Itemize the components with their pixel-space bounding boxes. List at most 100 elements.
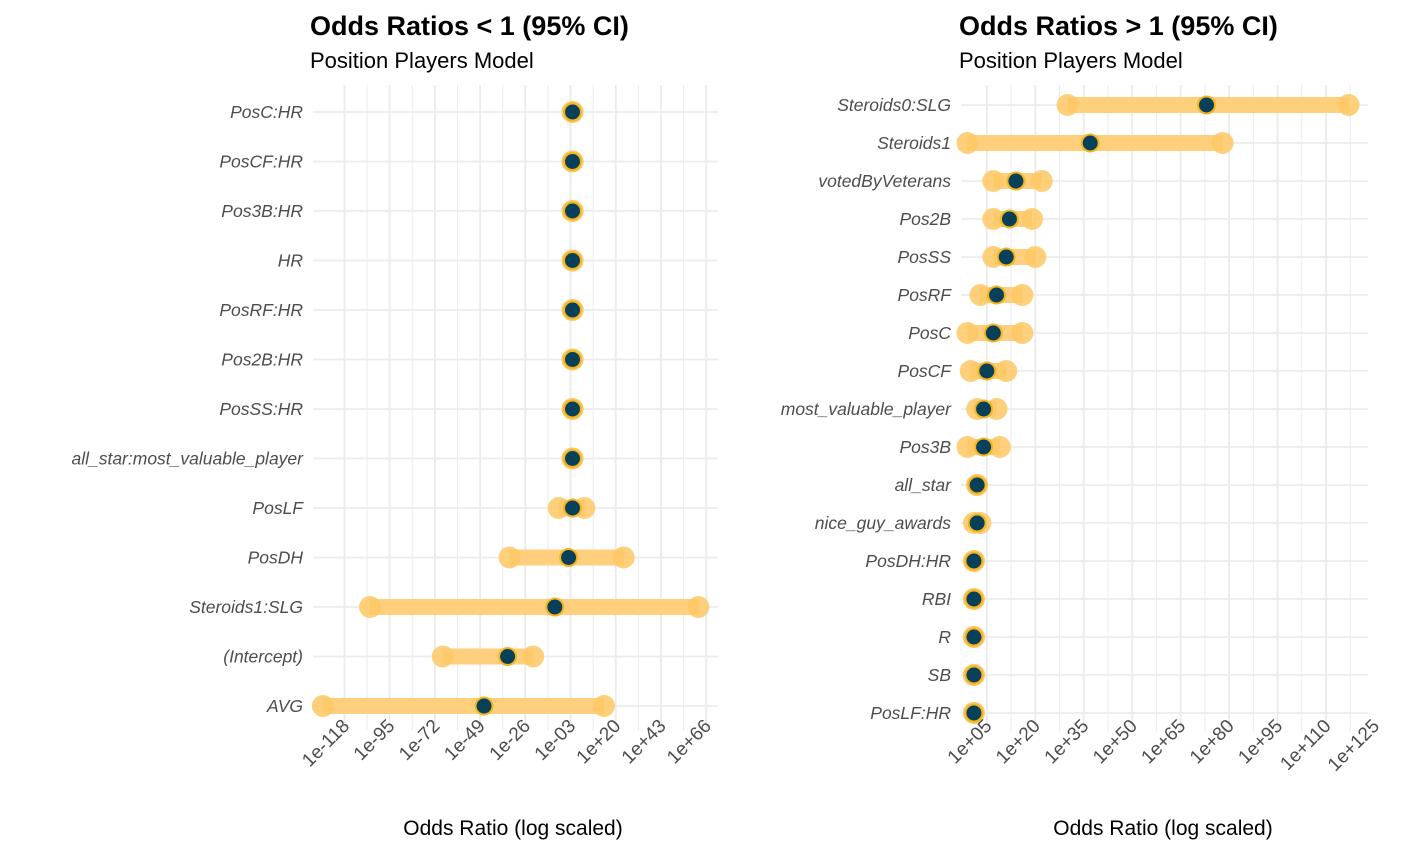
estimate-point [563,251,583,270]
left-marks [311,101,710,717]
left-grid [313,85,718,731]
category-label: AVG [266,696,303,716]
category-label: PosRF:HR [219,300,303,320]
category-label: Steroids0:SLG [837,95,951,115]
ci-lower-end [1056,94,1079,116]
category-label: HR [278,251,304,271]
estimate-point [563,350,583,369]
estimate-point [1080,133,1100,153]
right-chart-title: Odds Ratios > 1 (95% CI) [959,11,1278,41]
x-tick-label: 1e-26 [486,716,535,765]
category-label: PosRF [898,285,953,305]
ci-upper-end [1011,322,1034,344]
ci-lower-end [547,497,570,519]
x-tick-label: 1e+50 [1089,716,1142,769]
x-tick-label: 1e+80 [1186,716,1239,769]
right-marks [956,94,1360,724]
category-label: PosLF [252,498,304,518]
x-tick-label: 1e+05 [944,716,997,769]
estimate-point [996,247,1016,267]
category-label: PosLF:HR [870,703,951,723]
estimate-point [563,102,583,122]
ci-lower-end [498,546,521,569]
ci-upper-end [1337,94,1360,116]
category-label: PosCF [898,361,953,381]
estimate-point [967,475,987,495]
category-label: PosDH:HR [865,551,951,571]
category-label: Pos2B [899,209,951,229]
left-x-axis-label: Odds Ratio (log scaled) [403,817,622,840]
category-label: Pos3B [899,437,951,457]
estimate-point [563,498,583,518]
estimate-point [563,152,583,171]
category-label: PosC:HR [230,102,303,122]
estimate-point [964,589,984,609]
right-chart-subtitle: Position Players Model [959,48,1183,73]
right-x-ticks: 1e+051e+201e+351e+501e+651e+801e+951e+11… [944,716,1384,776]
left-x-ticks: 1e-1181e-951e-721e-491e-261e-031e+201e+4… [298,716,715,772]
estimate-point [964,665,984,685]
ci-lower-end [982,170,1005,192]
ci-upper-end [612,546,635,569]
ci-lower-end [956,132,979,154]
category-label: R [938,627,951,647]
ci-lower-end [431,645,454,668]
x-tick-label: 1e+110 [1276,716,1335,775]
category-label: PosC [908,323,951,343]
category-label: most_valuable_player [781,399,952,419]
category-label: (Intercept) [223,647,303,667]
ci-upper-end [592,695,615,717]
estimate-point [987,285,1007,305]
x-tick-label: 1e+35 [1041,716,1094,769]
right-panel: Odds Ratios > 1 (95% CI) Position Player… [781,11,1384,840]
left-chart-title: Odds Ratios < 1 (95% CI) [310,11,629,41]
left-category-labels: PosC:HR PosCF:HR Pos3B:HR HR PosRF:HR Pos2B:H… [71,102,304,716]
right-category-labels: Steroids0:SLG Steroids1 votedByVeterans Pos… [781,95,953,723]
ci-upper-end [522,645,545,668]
ci-lower-end [311,695,334,717]
estimate-point [974,437,994,457]
category-label: PosCF:HR [219,152,303,172]
ci-lower-end [956,322,979,344]
ci-upper-end [1021,208,1044,230]
category-label: Pos3B:HR [221,201,303,221]
category-label: all_star [895,475,953,495]
ci-lower-end [956,436,979,458]
estimate-point [977,361,997,381]
x-tick-label: 1e-03 [531,716,580,765]
category-label: Pos2B:HR [221,350,303,370]
ci-lower-end [959,360,982,382]
estimate-point [983,323,1003,343]
estimate-point [563,300,583,320]
estimate-point [999,209,1019,229]
right-grid [961,85,1368,732]
x-tick-label: 1e+65 [1138,716,1191,769]
category-label: votedByVeterans [818,171,951,191]
x-tick-label: 1e-49 [440,716,489,765]
estimate-point [498,647,518,666]
left-chart-subtitle: Position Players Model [310,48,534,73]
ci-lower-end [969,284,992,306]
ci-lower-end [982,208,1005,230]
estimate-point [1006,171,1026,191]
estimate-point [964,627,984,647]
estimate-point [474,696,494,716]
x-tick-label: 1e-118 [298,716,354,772]
ci-upper-end [988,436,1011,458]
ci-upper-end [1030,170,1053,192]
x-tick-label: 1e+20 [992,716,1045,769]
category-label: Steroids1 [877,133,951,153]
estimate-point [559,548,579,567]
x-tick-label: 1e-72 [395,716,444,765]
ci-lower-end [359,596,382,618]
ci-upper-end [687,596,710,618]
x-tick-label: 1e+66 [663,716,716,769]
category-label: RBI [922,589,951,609]
right-x-axis-label: Odds Ratio (log scaled) [1053,817,1272,840]
estimate-point [1196,95,1216,115]
estimate-point [563,201,583,221]
category-label: PosSS [898,247,952,267]
estimate-point [545,597,565,617]
ci-upper-end [1211,132,1234,154]
ci-upper-end [1011,284,1034,306]
